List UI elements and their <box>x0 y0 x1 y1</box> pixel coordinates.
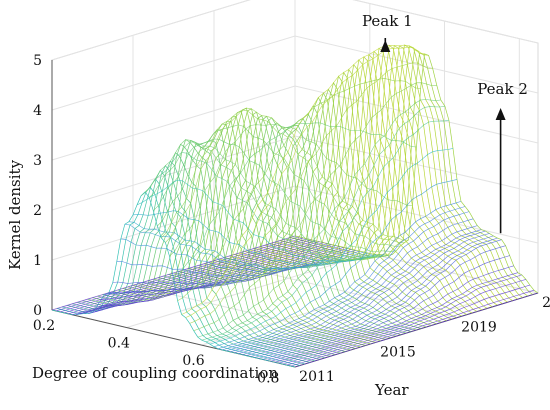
surface-x-line <box>153 138 397 252</box>
surface-x-line <box>282 279 526 365</box>
surface-x-line <box>213 179 458 347</box>
surface-x-line <box>189 62 433 324</box>
surface-x-line <box>278 274 522 364</box>
x-tick-label: 0.6 <box>182 353 204 369</box>
surface-x-line <box>132 210 377 266</box>
surface-x-line <box>262 245 506 360</box>
surface-x-line <box>222 206 466 351</box>
z-tick-label: 3 <box>33 153 42 169</box>
surface-x-line <box>209 148 454 345</box>
surface-x-line <box>294 292 539 368</box>
surface-x-line <box>266 255 510 361</box>
x-tick-label: 0.8 <box>257 371 279 387</box>
x-tick-label: 0.2 <box>33 318 55 334</box>
surface-x-line <box>254 237 498 358</box>
peak-label: Peak 2 <box>477 80 528 98</box>
surface-x-line <box>250 235 494 357</box>
surface-year-line <box>219 68 463 317</box>
surface-x-line <box>51 235 296 311</box>
surface-x-line <box>274 272 518 363</box>
surface-mesh <box>51 44 539 368</box>
year-tick-label: 2015 <box>380 344 416 360</box>
peak-arrow-head <box>380 40 391 52</box>
surface-x-line <box>193 82 437 331</box>
z-tick-label: 4 <box>33 103 42 119</box>
surface-x-line <box>88 244 332 314</box>
surface-year-line <box>193 92 437 325</box>
surface-x-line <box>92 245 336 313</box>
surface-x-line <box>120 238 364 273</box>
tick-labels: 0.2 0.4 0.6 0.8 2011 2015 2019 2023 0 1 2 3 4 5 <box>33 53 550 387</box>
z-tick-label: 2 <box>33 203 42 219</box>
surface-x-line <box>234 225 478 354</box>
surface-x-line <box>270 265 514 362</box>
surface-x-line <box>144 139 389 261</box>
x-tick-label: 0.4 <box>108 336 130 352</box>
z-tick-label: 0 <box>33 303 42 319</box>
surface-x-line <box>197 99 441 338</box>
surface-x-line <box>68 239 312 315</box>
surface-x-line <box>108 249 352 294</box>
surface-x-line <box>290 289 535 367</box>
surface-x-line <box>205 119 449 343</box>
surface-x-line <box>230 218 474 353</box>
surface-x-line <box>148 141 393 259</box>
surface-x-line <box>161 109 405 244</box>
year-tick-label: 2019 <box>461 320 497 336</box>
peak-annotations: Peak 1 Peak 2 <box>362 12 528 234</box>
surface-x-line <box>72 240 316 315</box>
z-tick-label: 1 <box>33 253 42 269</box>
surface-x-line <box>246 233 490 356</box>
year-tick-label: 2011 <box>299 369 335 385</box>
surface-x-line <box>116 250 360 277</box>
y-axis-label: Year <box>374 381 409 399</box>
z-axis-label: Kernel density <box>6 159 24 270</box>
x-axis-label: Degree of coupling coordination <box>32 364 278 382</box>
surface-x-line <box>64 238 308 314</box>
year-tick-label: 2023 <box>542 295 550 311</box>
surface-x-line <box>201 105 445 341</box>
surface-x-line <box>60 237 304 313</box>
x-grid-line <box>51 0 296 311</box>
left-wall <box>51 0 296 311</box>
surface-x-line <box>136 179 381 263</box>
surface-x-line <box>286 284 530 366</box>
surface-x-line <box>124 223 368 270</box>
surface-x-line <box>169 124 413 257</box>
surface-x-line <box>80 242 324 315</box>
surface-x-line <box>258 239 502 359</box>
surface-x-line <box>226 211 470 352</box>
z-tick-label: 5 <box>33 53 42 69</box>
surface-x-line <box>238 229 482 354</box>
surface-x-line <box>217 201 462 350</box>
surface-x-line <box>96 246 340 308</box>
peak-arrow-head <box>495 108 506 120</box>
surface-x-line <box>242 230 486 355</box>
peak-label: Peak 1 <box>362 12 413 30</box>
surface-x-line <box>177 78 421 302</box>
surface-x-line <box>173 122 417 279</box>
surface-x-line <box>84 243 328 314</box>
surface-x-line <box>112 250 356 285</box>
surface-x-line <box>157 124 401 247</box>
year-grid-line <box>51 60 296 368</box>
